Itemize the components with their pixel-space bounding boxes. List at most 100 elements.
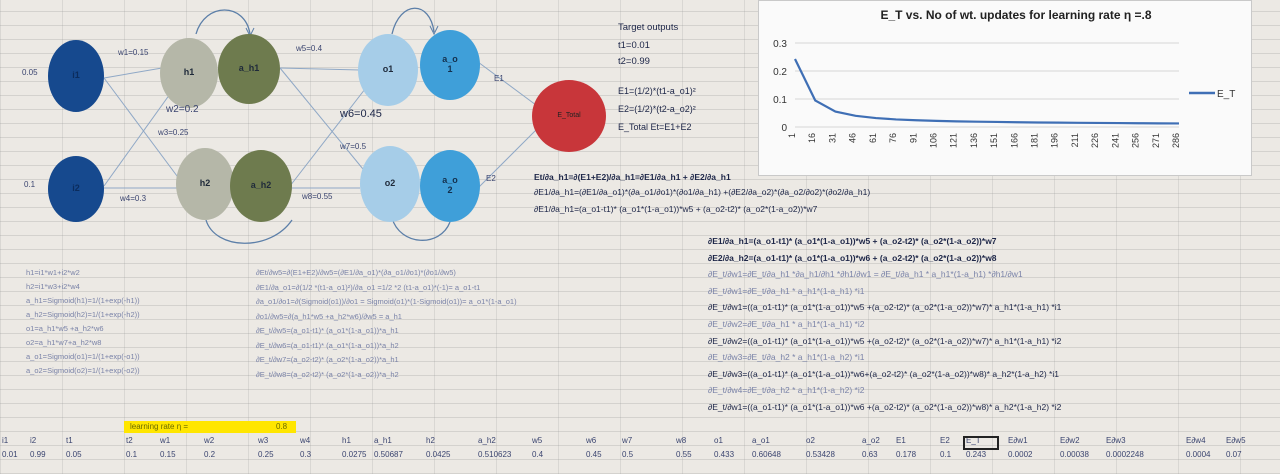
table-header-1[interactable]: i2 xyxy=(30,436,37,445)
table-header-25[interactable]: E∂w3 xyxy=(1106,436,1126,445)
table-cell-20[interactable]: 0.178 xyxy=(896,450,917,459)
table-header-21[interactable]: E2 xyxy=(940,436,950,445)
table-header-5[interactable]: w2 xyxy=(204,436,215,445)
chart-xtick-2: 31 xyxy=(827,133,837,143)
table-cell-5[interactable]: 0.2 xyxy=(204,450,216,459)
chart-xtick-13: 196 xyxy=(1050,133,1060,148)
table-cell-6[interactable]: 0.25 xyxy=(258,450,274,459)
output-neuron-o1: o1 xyxy=(358,34,418,106)
table-cell-26[interactable]: 0.0004 xyxy=(1186,450,1211,459)
table-header-13[interactable]: w6 xyxy=(586,436,597,445)
selected-cell[interactable] xyxy=(963,436,999,450)
chart-xtick-4: 61 xyxy=(868,133,878,143)
table-cell-27[interactable]: 0.07 xyxy=(1226,450,1242,459)
table-header-15[interactable]: w8 xyxy=(676,436,687,445)
derivation-right-6: ∂E_t/∂w2=((a_o1-t1)* (a_o1*(1-a_o1))*w5 … xyxy=(708,335,1062,346)
table-cell-9[interactable]: 0.50687 xyxy=(374,450,403,459)
table-header-0[interactable]: i1 xyxy=(2,436,9,445)
table-cell-8[interactable]: 0.0275 xyxy=(342,450,367,459)
table-cell-15[interactable]: 0.55 xyxy=(676,450,692,459)
chart-title: E_T vs. No of wt. updates for learning r… xyxy=(880,8,1151,22)
table-header-6[interactable]: w3 xyxy=(258,436,269,445)
values-table[interactable]: i1 0.01 i2 0.99 t1 0.05 t2 0.1 w1 0.15 w2 0.2 w3 0.25… xyxy=(0,436,1280,474)
table-cell-7[interactable]: 0.3 xyxy=(300,450,312,459)
table-cell-10[interactable]: 0.0425 xyxy=(426,450,451,459)
table-cell-12[interactable]: 0.4 xyxy=(532,450,544,459)
learning-rate-value[interactable]: 0.8 xyxy=(276,422,288,431)
chart-legend-label-0: E_T xyxy=(1217,89,1235,100)
derivation-right-2: ∂E_t/∂w1=∂E_t/∂a_h1 *∂a_h1/∂h1 *∂h1/∂w1 … xyxy=(708,269,1023,280)
table-header-23[interactable]: E∂w1 xyxy=(1008,436,1028,445)
table-cell-11[interactable]: 0.510623 xyxy=(478,450,512,459)
table-header-20[interactable]: E1 xyxy=(896,436,906,445)
chart-xtick-9: 136 xyxy=(969,133,979,148)
table-header-2[interactable]: t1 xyxy=(66,436,73,445)
table-header-11[interactable]: a_h2 xyxy=(478,436,496,445)
weight-w6: w6=0.45 xyxy=(340,108,382,120)
learning-rate-highlight[interactable]: learning rate η = 0.8 xyxy=(124,421,296,433)
table-header-4[interactable]: w1 xyxy=(160,436,171,445)
table-header-17[interactable]: a_o1 xyxy=(752,436,770,445)
weight-w4: w4=0.3 xyxy=(120,194,147,203)
chart-xtick-11: 166 xyxy=(1009,133,1019,148)
center-formula-0: ∂Et/∂w5=∂(E1+E2)/∂w5=(∂E1/∂a_o1)*(∂a_o1/… xyxy=(256,268,456,277)
input-neuron-i1: i1 xyxy=(48,40,104,112)
left-formula-4: o1=a_h1*w5 +a_h2*w6 xyxy=(26,324,104,333)
chart-ytick-1: 0.1 xyxy=(773,95,787,106)
table-header-24[interactable]: E∂w2 xyxy=(1060,436,1080,445)
chart-xtick-1: 16 xyxy=(807,133,817,143)
derivation-right-7: ∂E_t/∂w3=∂E_t/∂a_h2 * a_h1*(1-a_h2) *i1 xyxy=(708,352,865,363)
table-header-14[interactable]: w7 xyxy=(622,436,633,445)
derivation-right-0: ∂E1/∂a_h1=(a_o1-t1)* (a_o1*(1-a_o1))*w5 … xyxy=(708,236,997,246)
chart-xtick-14: 211 xyxy=(1070,133,1080,147)
table-cell-14[interactable]: 0.5 xyxy=(622,450,634,459)
table-cell-1[interactable]: 0.99 xyxy=(30,450,46,459)
table-header-10[interactable]: h2 xyxy=(426,436,435,445)
derivation-right-8: ∂E_t/∂w3=((a_o1-t1)* (a_o1*(1-a_o1))*w6+… xyxy=(708,368,1059,379)
table-cell-4[interactable]: 0.15 xyxy=(160,450,176,459)
hidden-activation-a-h1: a_h1 xyxy=(218,34,280,104)
table-header-19[interactable]: a_o2 xyxy=(862,436,880,445)
table-header-22[interactable]: E_T xyxy=(966,436,981,445)
table-cell-19[interactable]: 0.63 xyxy=(862,450,878,459)
weight-w8: w8=0.55 xyxy=(302,192,333,201)
table-cell-17[interactable]: 0.60648 xyxy=(752,450,781,459)
output-activation-a-o2: a_o 2 xyxy=(420,150,480,222)
table-cell-3[interactable]: 0.1 xyxy=(126,450,138,459)
table-cell-18[interactable]: 0.53428 xyxy=(806,450,835,459)
table-header-7[interactable]: w4 xyxy=(300,436,311,445)
chart-canvas: E_T vs. No of wt. updates for learning r… xyxy=(773,8,1235,148)
weight-w5: w5=0.4 xyxy=(296,44,323,53)
input-i2-value: 0.1 xyxy=(24,180,36,189)
table-cell-25[interactable]: 0.0002248 xyxy=(1106,450,1144,459)
target-t2: t2=0.99 xyxy=(618,56,650,67)
chart-xtick-7: 106 xyxy=(928,133,938,148)
derivation-right-10: ∂E_t/∂w1=((a_o1-t1)* (a_o1*(1-a_o1))*w6 … xyxy=(708,402,1062,412)
chart-xtick-19: 286 xyxy=(1171,133,1181,148)
table-cell-2[interactable]: 0.05 xyxy=(66,450,82,459)
weight-w2: w2=0.2 xyxy=(166,104,199,115)
center-formula-2: ∂a_o1/∂o1=∂(Sigmoid(o1))/∂o1 = Sigmoid(o… xyxy=(256,297,517,306)
table-header-27[interactable]: E∂w5 xyxy=(1226,436,1246,445)
table-cell-22[interactable]: 0.243 xyxy=(966,450,987,459)
derivation-right-4: ∂E_t/∂w1=((a_o1-t1)* (a_o1*(1-a_o1))*w5 … xyxy=(708,302,1062,313)
left-formula-7: a_o2=Sigmoid(o2)=1/(1+exp(-o2)) xyxy=(26,366,140,375)
table-cell-13[interactable]: 0.45 xyxy=(586,450,602,459)
table-header-26[interactable]: E∂w4 xyxy=(1186,436,1206,445)
table-header-9[interactable]: a_h1 xyxy=(374,436,392,445)
table-cell-0[interactable]: 0.01 xyxy=(2,450,18,459)
table-cell-23[interactable]: 0.0002 xyxy=(1008,450,1033,459)
table-header-12[interactable]: w5 xyxy=(532,436,543,445)
table-cell-24[interactable]: 0.00038 xyxy=(1060,450,1089,459)
table-cell-16[interactable]: 0.433 xyxy=(714,450,735,459)
error-chart[interactable]: E_T vs. No of wt. updates for learning r… xyxy=(758,0,1252,176)
table-cell-21[interactable]: 0.1 xyxy=(940,450,952,459)
table-header-8[interactable]: h1 xyxy=(342,436,351,445)
derivation-mid-1: ∂E1/∂a_h1=(∂E1/∂a_o1)*(∂a_o1/∂o1)*(∂o1/∂… xyxy=(534,187,871,197)
table-header-3[interactable]: t2 xyxy=(126,436,133,445)
table-header-16[interactable]: o1 xyxy=(714,436,723,445)
weight-w7: w7=0.5 xyxy=(340,142,367,151)
table-header-18[interactable]: o2 xyxy=(806,436,815,445)
hidden-neuron-h1: h1 xyxy=(160,38,218,108)
learning-rate-label: learning rate η = xyxy=(130,422,189,431)
